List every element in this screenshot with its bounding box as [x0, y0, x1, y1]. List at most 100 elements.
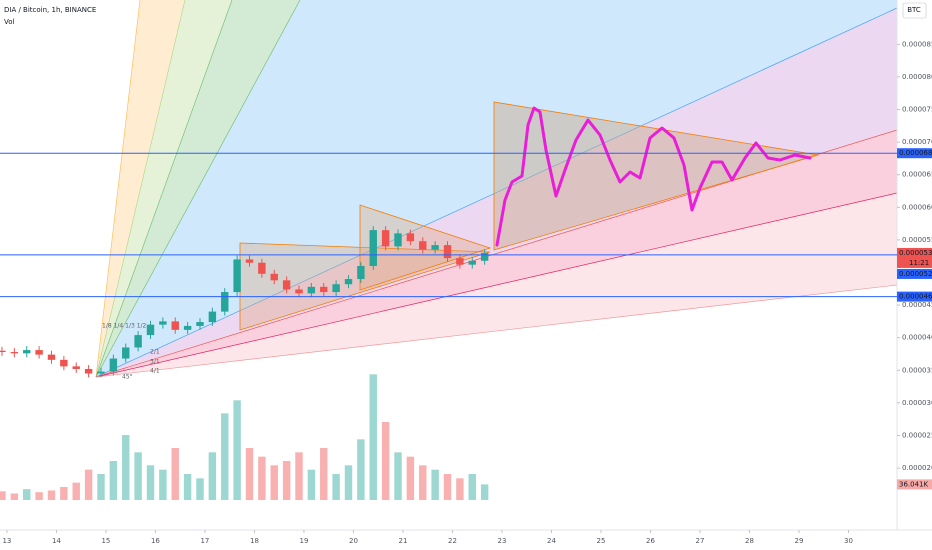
volume-bar	[357, 439, 365, 500]
candle-body	[159, 321, 167, 325]
candle-body	[344, 279, 353, 285]
y-tick-label: 0.0000700	[902, 138, 932, 146]
volume-bar	[122, 435, 130, 500]
x-tick-label: 20	[349, 537, 358, 545]
volume-bar	[183, 474, 192, 500]
volume-bar	[10, 493, 19, 500]
x-tick-label: 16	[151, 537, 160, 545]
x-tick-label: 17	[200, 537, 209, 545]
fan-label: 3/1	[150, 359, 160, 366]
hline-label: 0.0000527	[899, 270, 932, 278]
y-tick-label: 0.0000450	[902, 301, 932, 309]
volume-bar	[245, 448, 254, 500]
volume-bar	[208, 452, 217, 500]
candle-body	[183, 325, 192, 330]
candle-body	[233, 259, 241, 293]
candle-body	[270, 273, 278, 281]
fan-ray	[95, 0, 233, 378]
volume-bar	[146, 465, 155, 500]
volume-bar	[419, 465, 427, 500]
volume-bar	[72, 482, 80, 500]
candle-body	[109, 358, 118, 372]
y-tick-label: 0.0000650	[902, 171, 932, 179]
volume-bar	[109, 461, 118, 500]
candle-body	[369, 230, 377, 266]
chart-title: DIA / Bitcoin, 1h, BINANCE	[4, 6, 96, 14]
projection-path	[495, 106, 812, 247]
candle-body	[196, 322, 204, 326]
last-price-box	[897, 247, 932, 268]
volume-bar	[443, 474, 452, 500]
y-tick-label: 0.0000200	[902, 464, 932, 472]
volume-bar	[394, 452, 402, 500]
x-tick-label: 21	[398, 537, 407, 545]
volume-bar	[270, 465, 278, 500]
volume-bar	[456, 478, 464, 500]
candle-body	[84, 368, 93, 374]
fan-ray	[95, 0, 301, 378]
candle-body	[332, 284, 340, 293]
volume-bar	[332, 474, 340, 500]
candle-body	[282, 280, 291, 290]
x-tick-label: 26	[646, 537, 655, 545]
volume-bar	[282, 461, 291, 500]
candle-body	[23, 350, 31, 354]
volume-bar	[406, 456, 415, 500]
hline-label: 0.0000463	[899, 293, 932, 301]
x-tick-label: 19	[299, 537, 308, 545]
candle-body	[60, 359, 68, 367]
fan-label: 4/1	[150, 368, 160, 375]
volume-bar	[60, 487, 68, 500]
currency-button[interactable]	[902, 2, 927, 19]
x-tick-label: 30	[844, 537, 853, 545]
fan-ray	[95, 0, 141, 378]
candle-body	[134, 335, 142, 348]
candle-body	[394, 233, 402, 247]
volume-bar	[295, 452, 303, 500]
volume-bar	[159, 469, 167, 500]
x-tick-label: 28	[745, 537, 754, 545]
currency-label[interactable]: BTC	[907, 6, 921, 14]
y-tick-label: 0.0000750	[902, 106, 932, 114]
y-tick-label: 0.0000600	[902, 203, 932, 211]
fan-ray	[95, 0, 186, 378]
candle-body	[295, 289, 303, 294]
hline-label: 0.0000683	[899, 149, 932, 157]
candle-body	[72, 366, 80, 369]
hline-label-box	[897, 268, 932, 279]
x-tick-label: 14	[52, 537, 61, 545]
fan-ray	[95, 7, 898, 378]
volume-bar	[344, 465, 353, 500]
candle-body	[47, 354, 56, 360]
candle-body	[245, 259, 254, 263]
volume-label-box	[897, 479, 932, 490]
volume-bar	[431, 469, 439, 500]
fan-zone	[96, 0, 897, 377]
volume-bar	[23, 489, 31, 500]
last-price-label: 0.0000530	[899, 249, 932, 257]
y-tick-label: 0.0000550	[902, 236, 932, 244]
fan-ray	[95, 192, 898, 378]
volume-bar	[47, 490, 56, 500]
candle-body	[35, 350, 43, 355]
volume-title: Vol	[4, 18, 15, 26]
y-tick-label: 0.0000350	[902, 366, 932, 374]
volume-bar	[480, 484, 489, 500]
candle-body	[171, 321, 179, 330]
candle-body	[320, 286, 328, 293]
candle-body	[357, 265, 365, 280]
volume-bar	[258, 456, 266, 500]
volume-label: 36.041K	[899, 480, 928, 488]
candle-body	[406, 233, 415, 242]
fan-label: 1/8 1/4 1/3 1/2	[102, 323, 147, 330]
volume-bar	[97, 474, 105, 500]
volume-bar	[233, 400, 241, 500]
y-tick-label: 0.0000250	[902, 431, 932, 439]
x-tick-label: 13	[2, 537, 11, 545]
candle-body	[443, 245, 452, 259]
x-tick-label: 22	[448, 537, 457, 545]
x-tick-label: 23	[498, 537, 507, 545]
candle-body	[208, 311, 217, 323]
